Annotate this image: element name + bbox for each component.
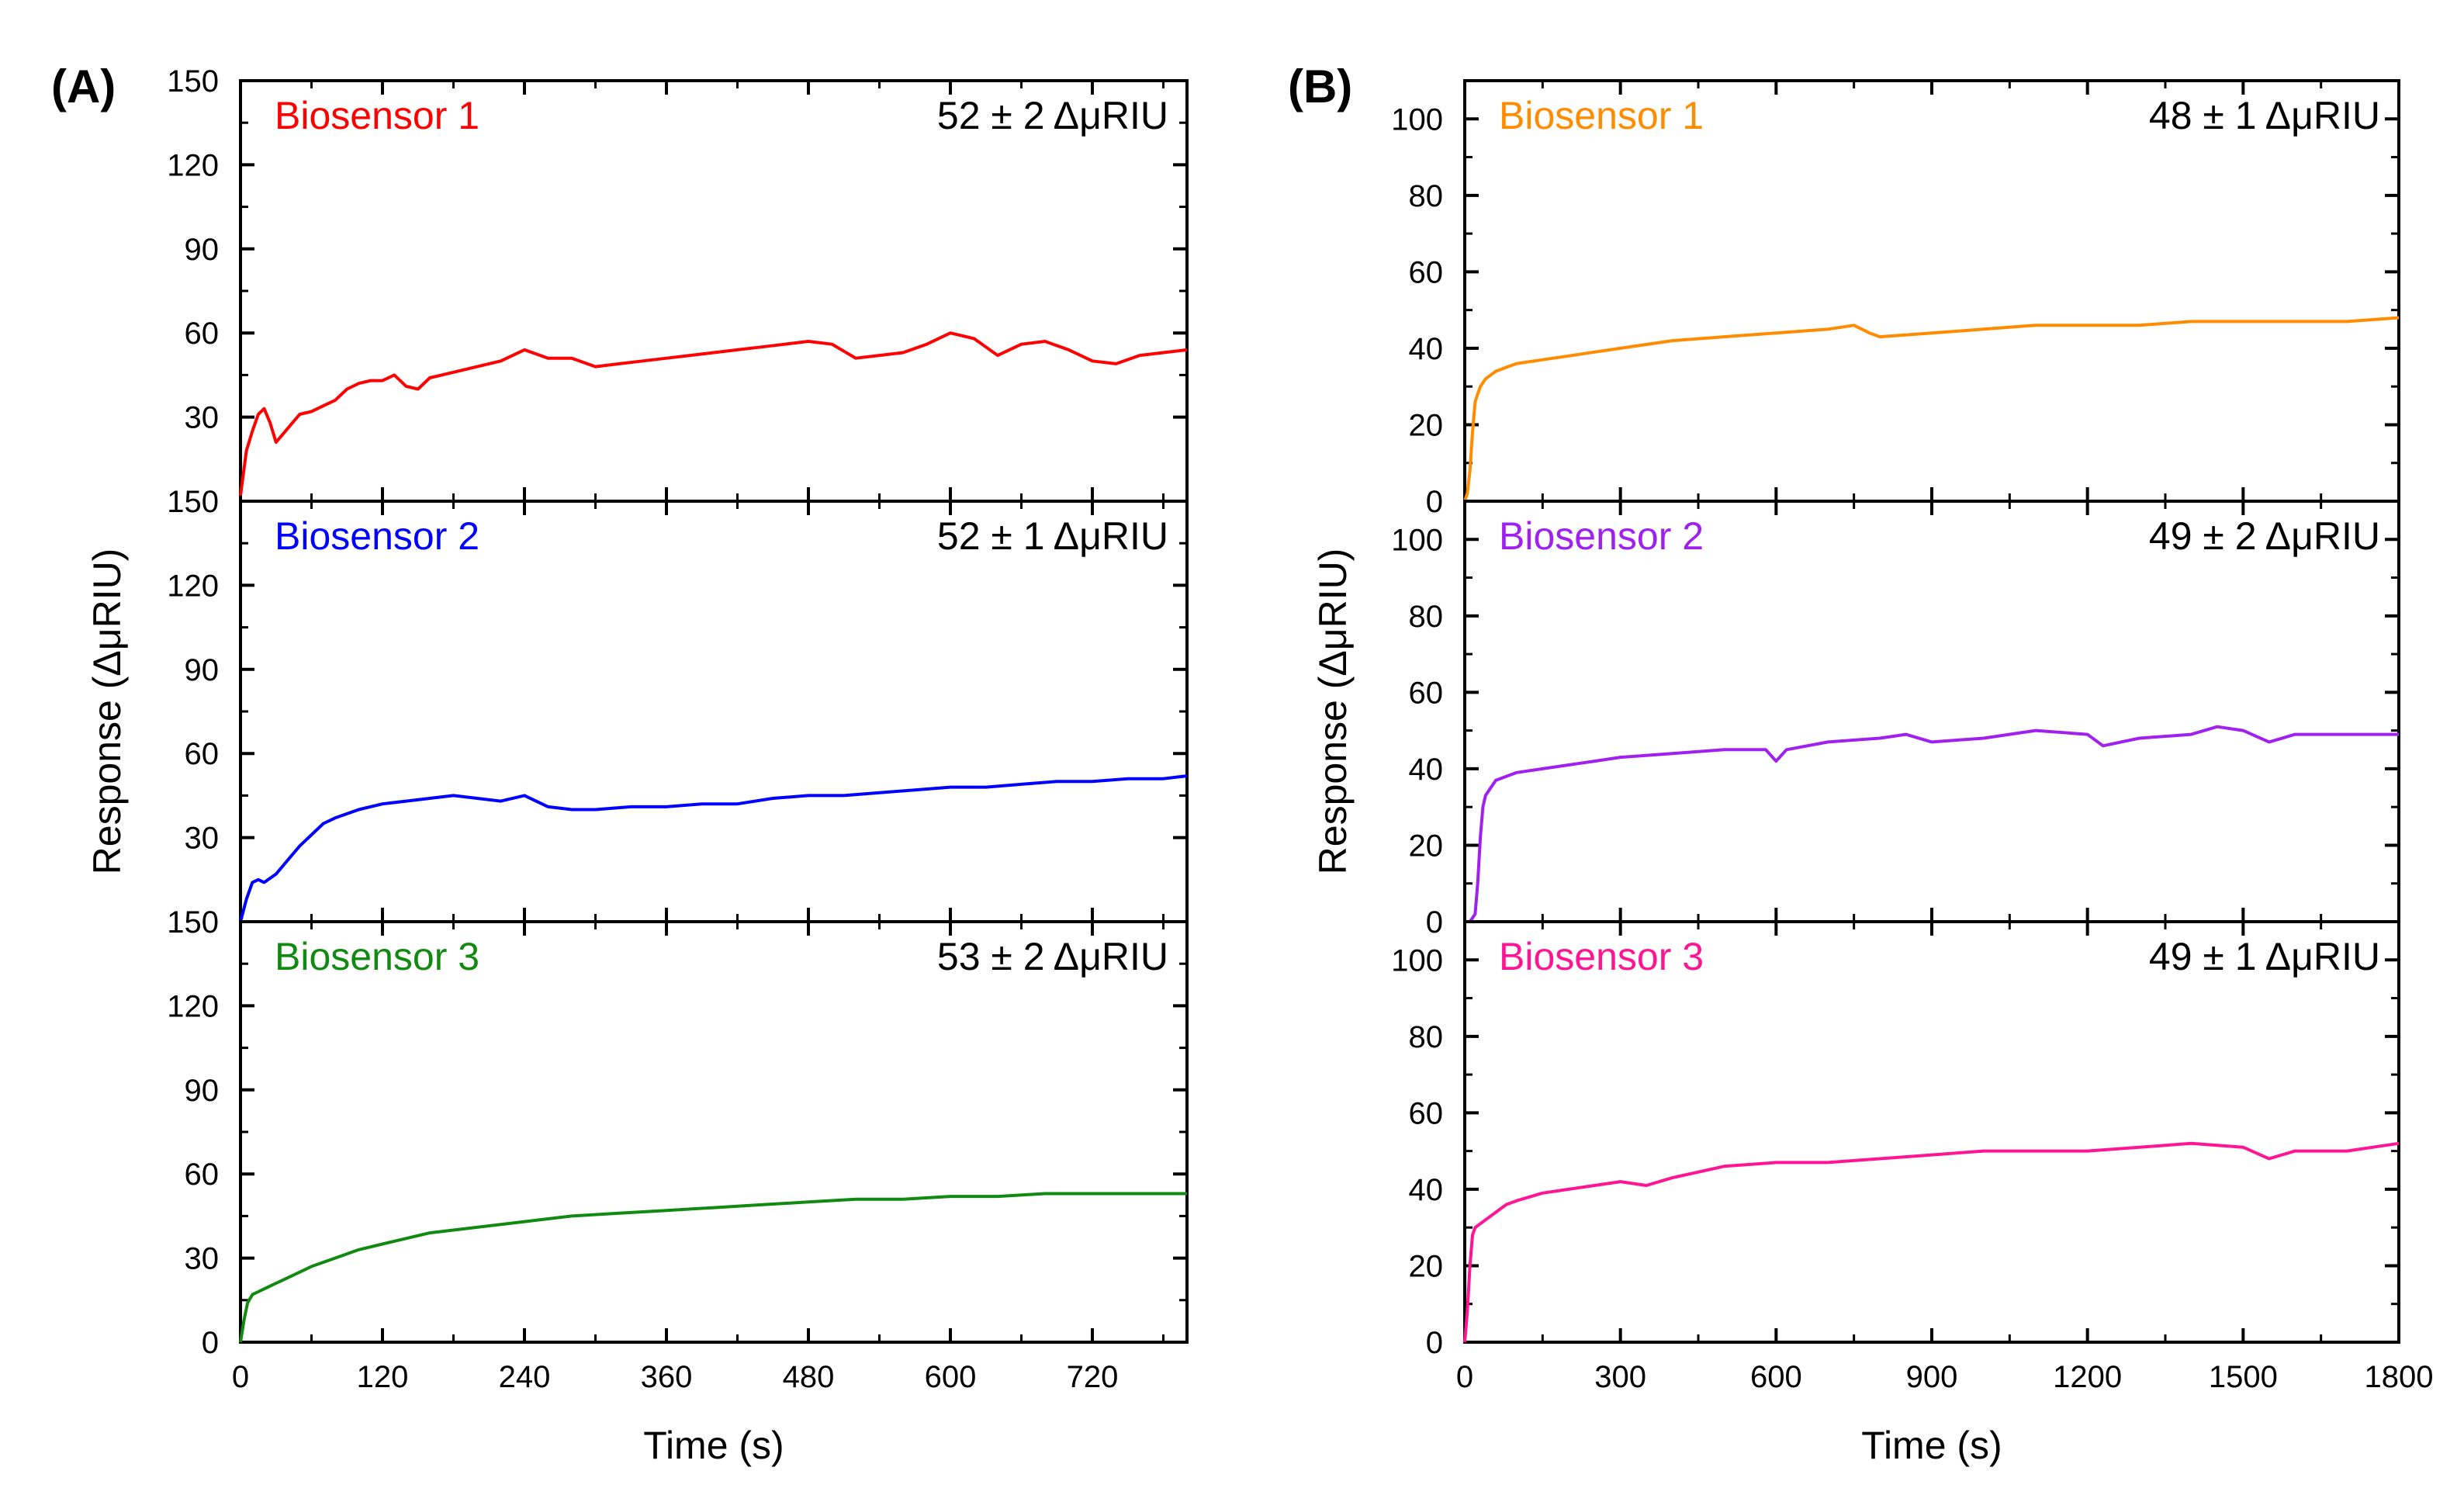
subplot-3: 150 120 90 60 30 0 Biosensor 3 53 ± 2 ΔμRIU xyxy=(167,905,1189,1360)
x-tick-label: 360 xyxy=(641,1360,693,1394)
x-tick-label: 300 xyxy=(1594,1360,1646,1394)
x-tick-label: 900 xyxy=(1906,1360,1958,1394)
y-tick-label: 0 xyxy=(1426,1326,1443,1360)
y-tick-label: 150 xyxy=(167,485,219,519)
subplot-2: 150 120 90 60 30 Biosensor 2 52 ± 1 ΔμRIU xyxy=(167,485,1189,923)
y-tick-label: 100 xyxy=(1391,102,1443,137)
x-tick-label: 600 xyxy=(925,1360,977,1394)
value-annotation: 52 ± 2 ΔμRIU xyxy=(937,94,1168,137)
series-label: Biosensor 2 xyxy=(1499,514,1704,558)
series-label: Biosensor 3 xyxy=(275,935,479,978)
y-tick-label: 150 xyxy=(167,64,219,99)
series-line xyxy=(239,774,1188,922)
plot-frame xyxy=(239,500,1189,923)
y-tick-label: 120 xyxy=(167,148,219,182)
series-line xyxy=(239,1192,1187,1343)
y-tick-label: 40 xyxy=(1409,1173,1444,1207)
y-tick-label: 80 xyxy=(1409,179,1444,213)
y-tick-label: 120 xyxy=(167,989,219,1023)
value-annotation: 53 ± 2 ΔμRIU xyxy=(937,935,1168,978)
x-tick-label: 240 xyxy=(499,1360,551,1394)
series-line xyxy=(1463,316,2400,502)
subplot-2: 100 80 60 40 20 0 Biosensor 2 49 ± 2 ΔμRIU xyxy=(1391,500,2400,940)
x-tick-label: 120 xyxy=(357,1360,409,1394)
y-tick-label: 100 xyxy=(1391,943,1443,978)
y-tick-label: 40 xyxy=(1409,332,1444,366)
y-tick-label: 60 xyxy=(1409,1096,1444,1130)
series-line xyxy=(1463,1141,2400,1343)
y-tick-label: 20 xyxy=(1409,829,1444,863)
value-annotation: 48 ± 1 ΔμRIU xyxy=(2149,94,2380,137)
y-axis-title: Response (ΔμRIU) xyxy=(1311,549,1355,875)
plot-frame xyxy=(239,920,1189,1344)
series-label: Biosensor 1 xyxy=(275,94,479,137)
y-tick-label: 30 xyxy=(185,1242,220,1276)
y-tick-label: 80 xyxy=(1409,600,1444,634)
series-line xyxy=(239,331,1188,497)
x-axis-title: Time (s) xyxy=(1861,1424,2002,1467)
y-tick-label: 60 xyxy=(185,1158,220,1192)
panel-label-b: (B) xyxy=(1288,61,1352,112)
x-tick-label: 0 xyxy=(1456,1360,1473,1394)
x-tick-label: 720 xyxy=(1067,1360,1119,1394)
y-tick-label: 30 xyxy=(185,401,220,435)
y-tick-label: 80 xyxy=(1409,1020,1444,1054)
value-annotation: 49 ± 2 ΔμRIU xyxy=(2149,514,2380,558)
x-tick-label: 0 xyxy=(232,1360,249,1394)
x-tick-label: 1200 xyxy=(2053,1360,2122,1394)
y-tick-label: 60 xyxy=(185,737,220,771)
y-tick-label: 0 xyxy=(1426,905,1443,940)
panel-a: 150 120 90 60 30 Biosensor 1 52 ± 2 ΔμRIU 150 12… xyxy=(85,64,1189,1467)
y-tick-label: 90 xyxy=(185,233,220,267)
plot-frame xyxy=(1463,500,2400,923)
plot-frame xyxy=(239,79,1189,503)
y-tick-label: 30 xyxy=(185,822,220,856)
value-annotation: 52 ± 1 ΔμRIU xyxy=(937,514,1168,558)
y-tick-label: 90 xyxy=(185,653,220,687)
y-tick-label: 120 xyxy=(167,569,219,603)
subplot-3: 100 80 60 40 20 0 Biosensor 3 49 ± 1 ΔμRIU xyxy=(1391,920,2400,1360)
value-annotation: 49 ± 1 ΔμRIU xyxy=(2149,935,2380,978)
y-tick-label: 60 xyxy=(1409,676,1444,710)
plot-frame xyxy=(1463,920,2400,1344)
series-label: Biosensor 2 xyxy=(275,514,479,558)
x-axis-title: Time (s) xyxy=(643,1424,784,1467)
y-tick-label: 0 xyxy=(1426,485,1443,519)
y-axis-title: Response (ΔμRIU) xyxy=(85,549,129,875)
x-tick-label: 480 xyxy=(783,1360,835,1394)
series-line xyxy=(1465,725,2399,923)
y-tick-label: 20 xyxy=(1409,408,1444,442)
x-tick-label: 600 xyxy=(1750,1360,1802,1394)
y-tick-label: 60 xyxy=(1409,255,1444,289)
y-tick-label: 20 xyxy=(1409,1249,1444,1283)
x-tick-label: 1800 xyxy=(2365,1360,2434,1394)
panel-b: 100 80 60 40 20 0 Biosensor 1 48 ± 1 ΔμRIU 100 80… xyxy=(1311,79,2434,1467)
x-tick-label: 1500 xyxy=(2209,1360,2278,1394)
subplot-1: 150 120 90 60 30 Biosensor 1 52 ± 2 ΔμRIU xyxy=(167,64,1189,503)
y-tick-label: 60 xyxy=(185,317,220,351)
y-tick-label: 40 xyxy=(1409,753,1444,787)
y-tick-label: 100 xyxy=(1391,523,1443,557)
y-tick-label: 0 xyxy=(202,1326,219,1360)
series-label: Biosensor 1 xyxy=(1499,94,1704,137)
series-label: Biosensor 3 xyxy=(1499,935,1704,978)
subplot-1: 100 80 60 40 20 0 Biosensor 1 48 ± 1 ΔμRIU xyxy=(1391,79,2400,519)
plot-frame xyxy=(1463,79,2400,503)
y-tick-label: 90 xyxy=(185,1074,220,1108)
y-tick-label: 150 xyxy=(167,905,219,940)
panel-label-a: (A) xyxy=(51,61,116,112)
